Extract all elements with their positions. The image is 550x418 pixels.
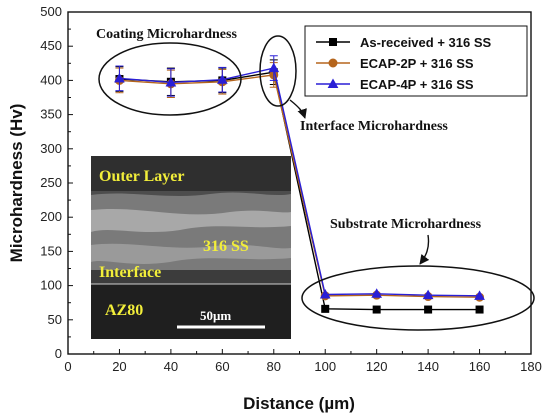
data-point xyxy=(371,288,383,298)
legend-label: As-received + 316 SS xyxy=(360,35,491,50)
data-point xyxy=(319,288,331,299)
data-point xyxy=(268,62,280,73)
inset-label-316ss: 316 SS xyxy=(203,238,249,255)
y-tick-label: 500 xyxy=(40,4,62,19)
inset-coating-streaks-2 xyxy=(91,243,291,264)
inset-label-interface: Interface xyxy=(99,264,161,281)
data-point xyxy=(114,72,125,83)
data-point xyxy=(321,304,330,313)
y-axis-title: Microhardness (Hv) xyxy=(7,104,26,263)
micrograph-inset: Outer Layer 316 SS Interface AZ80 50μm xyxy=(91,156,291,339)
data-point xyxy=(372,305,381,314)
y-tick-label: 50 xyxy=(48,312,62,327)
x-tick-label: 100 xyxy=(314,359,336,374)
interface-arrow xyxy=(289,99,307,119)
coating-annotation: Coating Microhardness xyxy=(96,27,237,42)
series-line xyxy=(119,67,480,297)
x-tick-label: 160 xyxy=(469,359,491,374)
inset-substrate-band xyxy=(91,284,291,339)
inset-interface-band xyxy=(91,270,291,284)
legend-item: As-received + 316 SS xyxy=(316,35,491,50)
inset-label-outer-layer: Outer Layer xyxy=(99,168,184,185)
y-tick-label: 100 xyxy=(40,278,62,293)
data-point xyxy=(474,290,485,300)
x-tick-label: 60 xyxy=(215,359,229,374)
data-point xyxy=(422,289,434,300)
x-tick-label: 20 xyxy=(112,359,126,374)
substrate-annotation: Substrate Microhardness xyxy=(330,217,482,232)
inset-coating-streaks xyxy=(91,208,291,232)
inset-label-az80: AZ80 xyxy=(105,302,143,319)
x-tick-label: 0 xyxy=(64,359,71,374)
y-tick-label: 150 xyxy=(40,243,62,258)
data-point xyxy=(475,305,484,314)
ticks-group: 0 20 40 60 80 100 120 140 160 180 0 50 100 150 200 250 3… xyxy=(40,4,542,374)
series-group xyxy=(114,55,485,314)
coating-region-ellipse xyxy=(98,42,242,116)
legend-label: ECAP-4P + 316 SS xyxy=(360,77,474,92)
legend-items: As-received + 316 SS ECAP-2P + 316 SS ECAP… xyxy=(316,35,491,92)
x-tick-label: 80 xyxy=(267,359,281,374)
x-tick-label: 120 xyxy=(366,359,388,374)
x-axis-title: Distance (µm) xyxy=(243,394,355,413)
interface-annotation: Interface Microhardness xyxy=(300,119,448,134)
data-point xyxy=(216,74,228,84)
y-tick-label: 200 xyxy=(40,209,62,224)
legend-item: ECAP-2P + 316 SS xyxy=(316,56,474,71)
legend-marker xyxy=(327,78,339,88)
legend-label: ECAP-2P + 316 SS xyxy=(360,56,474,71)
substrate-arrow xyxy=(419,234,430,265)
legend-marker xyxy=(328,58,338,68)
x-tick-label: 180 xyxy=(520,359,542,374)
series-3 xyxy=(114,55,485,300)
x-tick-label: 40 xyxy=(164,359,178,374)
y-tick-label: 450 xyxy=(40,38,62,53)
inset-scale-bar-label: 50μm xyxy=(200,308,231,323)
x-tick-label: 140 xyxy=(417,359,439,374)
y-tick-label: 250 xyxy=(40,175,62,190)
legend-item: ECAP-4P + 316 SS xyxy=(316,77,474,92)
legend: As-received + 316 SS ECAP-2P + 316 SS ECAP… xyxy=(304,25,528,97)
y-tick-label: 300 xyxy=(40,141,62,156)
y-tick-label: 350 xyxy=(40,107,62,122)
data-point xyxy=(424,305,433,314)
legend-marker xyxy=(329,38,337,46)
data-point xyxy=(165,76,177,87)
interface-region-ellipse xyxy=(259,35,297,107)
inset-outer-layer-band xyxy=(91,156,291,191)
y-tick-label: 400 xyxy=(40,72,62,87)
series-line xyxy=(119,74,480,298)
substrate-region-ellipse xyxy=(301,265,535,331)
y-tick-label: 0 xyxy=(55,346,62,361)
